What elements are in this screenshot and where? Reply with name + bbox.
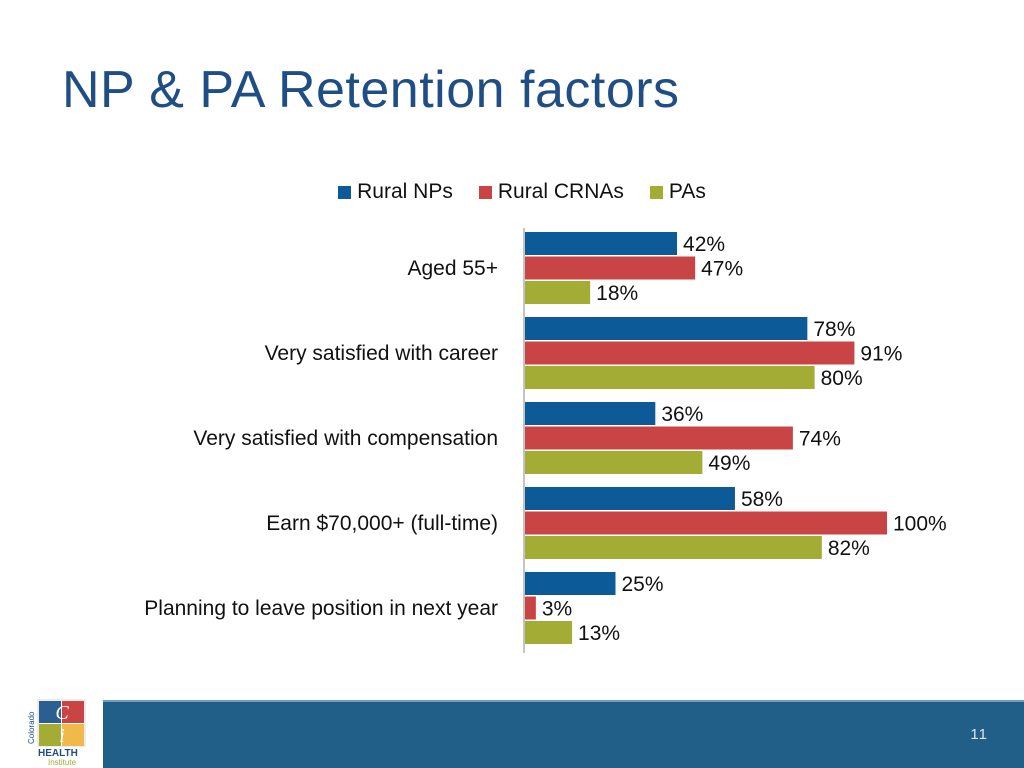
- data-label-rural-crnas-aged-55: 47%: [701, 258, 743, 281]
- bar-chart: Aged 55+ 42%47% 18% Very satisfied with car…: [144, 228, 947, 653]
- chart-legend: Rural NPs Rural CRNAs PAs: [0, 180, 1024, 204]
- data-label-rural-crnas-planning-to-leave-position-in-next-year: 3%: [542, 598, 572, 621]
- data-label-rural-nps-planning-to-leave-position-in-next-year: 25%: [622, 573, 664, 596]
- legend-label-rural-nps: Rural NPs: [357, 180, 453, 203]
- data-label-pas-earn-70-000-full-time: 82%: [828, 537, 870, 560]
- data-label-rural-nps-very-satisfied-with-compensation: 36%: [661, 403, 703, 426]
- bar-rural-nps-aged-55: [525, 232, 678, 255]
- bar-pas-earn-70-000-full-time: [525, 536, 822, 559]
- logo-side-text: Colorado: [27, 711, 36, 744]
- data-label-rural-crnas-earn-70-000-full-time: 100%: [893, 513, 947, 536]
- legend-label-pas: PAs: [668, 180, 706, 203]
- legend-swatch-rural-nps: [338, 185, 352, 199]
- legend-swatch-pas: [649, 185, 663, 199]
- legend-item-rural-nps: Rural NPs: [338, 180, 453, 204]
- data-label-pas-very-satisfied-with-compensation: 49%: [708, 452, 750, 475]
- category-label-very-satisfied-with-career: Very satisfied with career: [265, 342, 498, 365]
- bar-rural-nps-very-satisfied-with-compensation: [525, 402, 656, 425]
- data-label-rural-crnas-very-satisfied-with-career: 91%: [860, 343, 902, 366]
- bar-pas-very-satisfied-with-compensation: [525, 451, 703, 474]
- logo-word-institute: Institute: [48, 758, 77, 766]
- page-number: 11: [970, 726, 988, 743]
- bar-rural-nps-planning-to-leave-position-in-next-year: [525, 572, 616, 595]
- data-label-rural-nps-very-satisfied-with-career: 78%: [813, 318, 855, 341]
- logo-word-health: HEALTH: [38, 748, 78, 759]
- data-label-pas-very-satisfied-with-career: 80%: [821, 367, 863, 390]
- data-label-rural-nps-earn-70-000-full-time: 58%: [741, 488, 783, 511]
- logo-letter-c: C: [55, 702, 69, 724]
- data-label-pas-planning-to-leave-position-in-next-year: 13%: [578, 622, 620, 645]
- logo-letter-i: i: [59, 725, 65, 747]
- category-label-very-satisfied-with-compensation: Very satisfied with compensation: [193, 427, 498, 450]
- legend-swatch-rural-crnas: [478, 185, 492, 199]
- bar-rural-crnas-aged-55: [525, 256, 696, 280]
- colorado-health-institute-logo: Colorado C i HEALTH Institute: [27, 699, 86, 766]
- bar-rural-crnas-planning-to-leave-position-in-next-year: [525, 596, 536, 620]
- legend-item-pas: PAs: [649, 180, 706, 204]
- bar-rural-crnas-earn-70-000-full-time: [525, 511, 887, 535]
- data-label-pas-aged-55: 18%: [596, 282, 638, 305]
- category-label-earn-70-000-full-time: Earn $70,000+ (full-time): [266, 512, 498, 535]
- data-label-rural-crnas-very-satisfied-with-compensation: 74%: [799, 428, 841, 451]
- bar-pas-aged-55: [525, 281, 591, 304]
- slide-title: NP & PA Retention factors: [62, 61, 680, 119]
- bar-rural-nps-very-satisfied-with-career: [525, 317, 808, 340]
- category-label-planning-to-leave-position-in-next-year: Planning to leave position in next year: [144, 597, 498, 620]
- bar-rural-crnas-very-satisfied-with-compensation: [525, 426, 793, 450]
- bar-rural-nps-earn-70-000-full-time: [525, 487, 735, 510]
- bar-rural-crnas-very-satisfied-with-career: [525, 341, 855, 365]
- category-label-aged-55: Aged 55+: [407, 257, 498, 280]
- bar-pas-very-satisfied-with-career: [525, 366, 815, 389]
- data-label-rural-nps-aged-55: 42%: [683, 233, 725, 256]
- footer-bar: 11: [103, 700, 1024, 768]
- legend-item-rural-crnas: Rural CRNAs: [478, 180, 624, 204]
- legend-label-rural-crnas: Rural CRNAs: [497, 180, 624, 203]
- bar-pas-planning-to-leave-position-in-next-year: [525, 621, 573, 644]
